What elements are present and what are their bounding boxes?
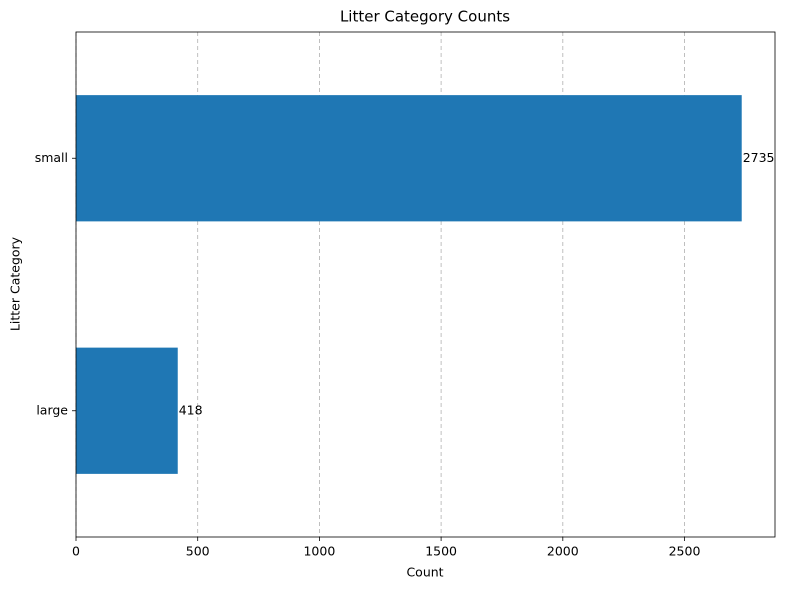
bar <box>76 347 178 474</box>
x-tick-label: 500 <box>186 544 210 559</box>
plot-frame <box>75 31 776 538</box>
y-tick-label: large <box>36 402 68 417</box>
x-tick-label: 2500 <box>669 544 701 559</box>
x-axis-label: Count <box>406 565 443 580</box>
bar <box>76 95 742 222</box>
value-label: 2735 <box>743 150 775 165</box>
x-tick-label: 1000 <box>303 544 335 559</box>
y-tick-label: small <box>35 150 68 165</box>
value-label: 418 <box>179 402 203 417</box>
x-tick-label: 1500 <box>425 544 457 559</box>
x-tick-label: 0 <box>72 544 80 559</box>
chart-title: Litter Category Counts <box>340 8 510 26</box>
x-tick-label: 2000 <box>547 544 579 559</box>
y-axis-label: Litter Category <box>8 236 23 331</box>
